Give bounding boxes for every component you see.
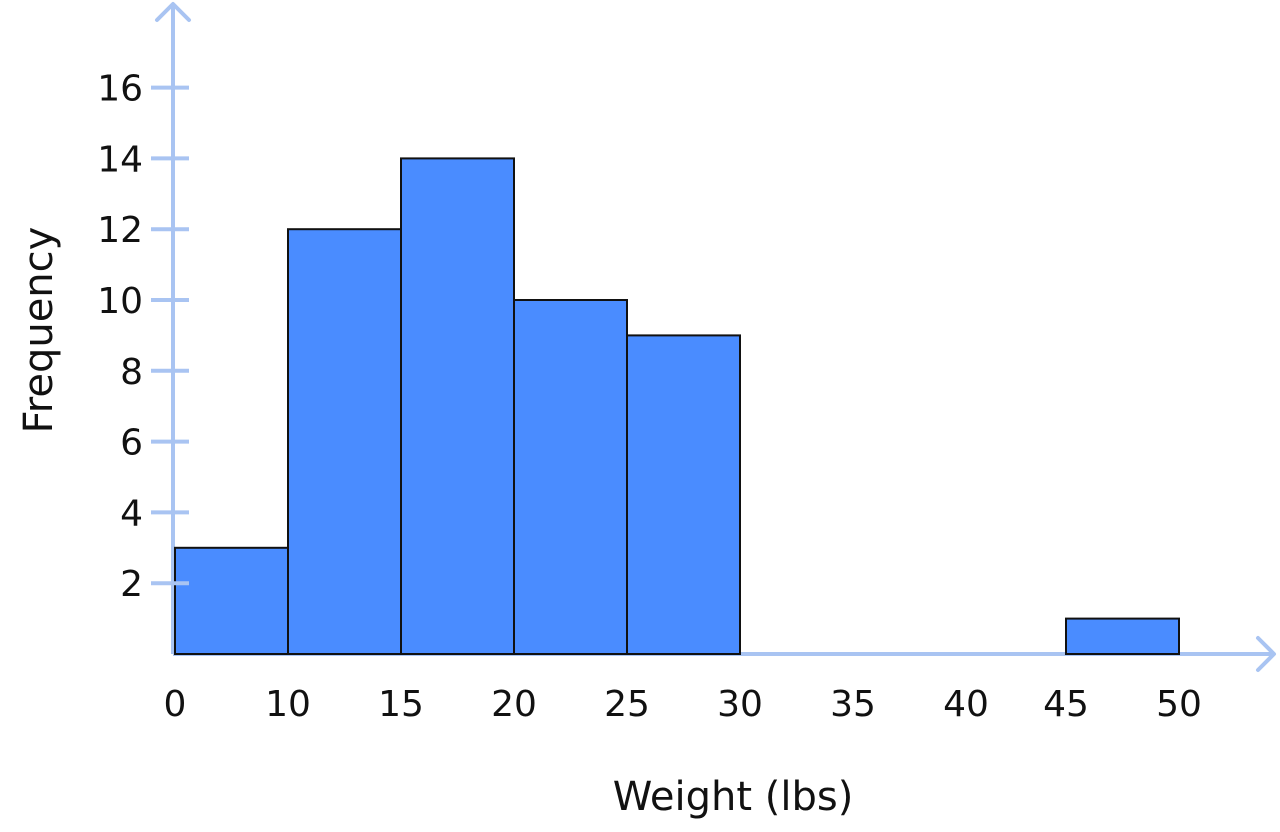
histogram-bar xyxy=(513,299,628,655)
y-tick-label: 14 xyxy=(97,139,143,180)
x-tick-label: 50 xyxy=(1156,684,1202,725)
x-axis-label: Weight (lbs) xyxy=(613,774,854,820)
x-tick-label: 30 xyxy=(717,684,763,725)
histogram-bar xyxy=(626,334,741,655)
x-tick-label: 20 xyxy=(491,684,537,725)
y-tick-label: 2 xyxy=(120,564,143,605)
x-tick-label: 15 xyxy=(378,684,424,725)
x-tick-label: 0 xyxy=(164,684,187,725)
y-tick-label: 16 xyxy=(97,69,143,110)
y-tick-label: 4 xyxy=(120,493,143,534)
x-ticks-group: 0 10 15 20 25 30 35 40 45 50 xyxy=(164,684,1202,725)
bars-group xyxy=(174,157,1180,655)
y-tick-label: 6 xyxy=(120,423,143,464)
y-tick-label: 12 xyxy=(97,210,143,251)
histogram-bar xyxy=(174,546,289,655)
x-tick-label: 35 xyxy=(830,684,876,725)
y-tick-label: 8 xyxy=(120,352,143,393)
x-tick-label: 25 xyxy=(604,684,650,725)
histogram-bar xyxy=(1065,617,1180,655)
y-tick-label: 10 xyxy=(97,281,143,322)
x-axis-arrow xyxy=(1256,636,1276,672)
y-ticks-group: 2 4 6 8 10 12 14 16 xyxy=(97,69,189,605)
x-tick-label: 10 xyxy=(265,684,311,725)
histogram-bar xyxy=(400,157,515,655)
x-tick-label: 40 xyxy=(943,684,989,725)
x-tick-label: 45 xyxy=(1043,684,1089,725)
y-axis-arrow xyxy=(155,2,191,22)
histogram-bar xyxy=(287,228,402,655)
y-axis-label: Frequency xyxy=(16,227,62,434)
